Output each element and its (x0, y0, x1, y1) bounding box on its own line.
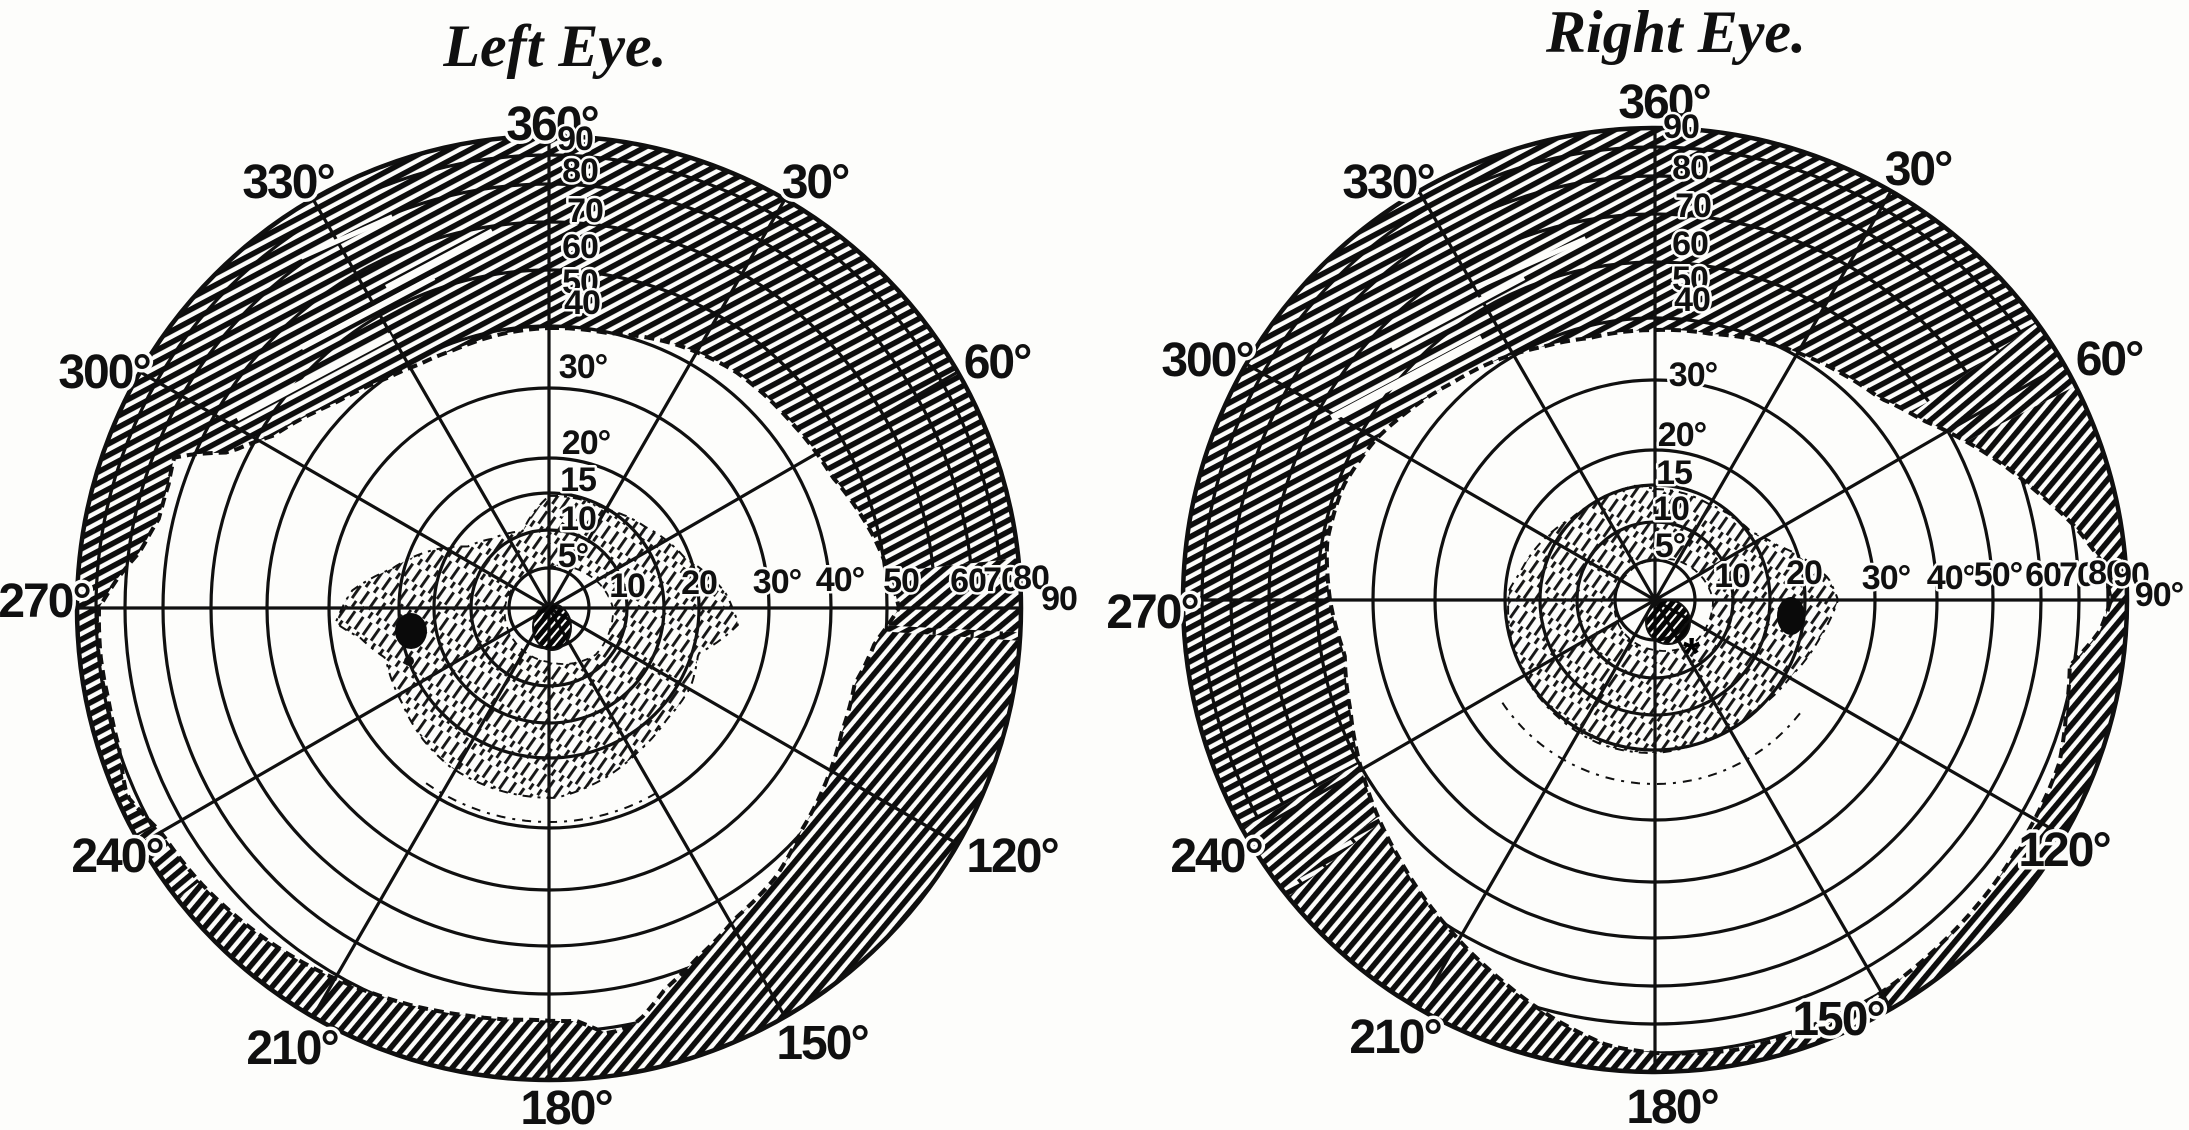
svg-text:240°: 240° (71, 830, 163, 883)
svg-text:330°: 330° (242, 156, 334, 209)
svg-text:20°: 20° (1658, 416, 1707, 454)
svg-text:360°: 360° (1618, 76, 1710, 129)
svg-text:50°: 50° (1974, 556, 2023, 594)
svg-text:270°: 270° (1106, 586, 1198, 639)
svg-text:90°: 90° (2135, 576, 2184, 614)
svg-text:60: 60 (2025, 556, 2061, 594)
svg-text:30°: 30° (782, 156, 849, 209)
svg-text:60°: 60° (964, 336, 1031, 389)
svg-text:10: 10 (560, 500, 596, 538)
svg-text:120°: 120° (966, 830, 1058, 883)
svg-text:180°: 180° (520, 1082, 612, 1130)
svg-text:150°: 150° (1792, 993, 1884, 1046)
svg-text:40: 40 (564, 284, 600, 322)
svg-text:70: 70 (1675, 187, 1711, 225)
svg-text:Left Eye.: Left Eye. (442, 13, 666, 79)
svg-text:300°: 300° (58, 346, 150, 399)
svg-text:90: 90 (1663, 108, 1699, 146)
svg-text:90: 90 (557, 120, 593, 158)
svg-text:10: 10 (1714, 557, 1750, 595)
svg-text:90: 90 (2113, 556, 2149, 594)
svg-text:40°: 40° (1927, 559, 1976, 597)
svg-text:5°: 5° (558, 537, 589, 575)
svg-text:80: 80 (2088, 554, 2124, 592)
svg-text:20: 20 (681, 564, 717, 602)
svg-text:70: 70 (983, 561, 1019, 599)
svg-text:40: 40 (1674, 281, 1710, 319)
svg-text:15: 15 (1656, 454, 1692, 492)
svg-text:80: 80 (1672, 149, 1708, 187)
svg-text:240°: 240° (1170, 830, 1262, 883)
svg-text:50: 50 (883, 562, 919, 600)
svg-text:30°: 30° (1862, 559, 1911, 597)
svg-text:60: 60 (950, 562, 986, 600)
svg-text:20: 20 (1786, 554, 1822, 592)
svg-text:330°: 330° (1342, 156, 1434, 209)
svg-text:70: 70 (567, 192, 603, 230)
svg-text:210°: 210° (246, 1022, 338, 1075)
svg-text:30°: 30° (559, 348, 608, 386)
svg-text:80: 80 (1013, 559, 1049, 597)
svg-text:60: 60 (562, 228, 598, 266)
svg-text:60°: 60° (2076, 333, 2143, 386)
svg-text:270°: 270° (0, 575, 90, 628)
svg-text:60: 60 (1672, 225, 1708, 263)
svg-text:Right Eye.: Right Eye. (1545, 0, 1806, 65)
svg-text:10: 10 (609, 567, 645, 605)
svg-text:30°: 30° (1885, 143, 1952, 196)
svg-text:5°: 5° (1655, 527, 1686, 565)
svg-text:210°: 210° (1349, 1011, 1441, 1064)
svg-text:30°: 30° (1669, 356, 1718, 394)
svg-text:30°: 30° (753, 563, 802, 601)
svg-text:10: 10 (1653, 490, 1689, 528)
svg-text:90: 90 (1041, 580, 1077, 618)
svg-text:300°: 300° (1161, 334, 1253, 387)
svg-text:*: * (1683, 629, 1701, 678)
svg-text:120°: 120° (2018, 824, 2110, 877)
svg-text:150°: 150° (776, 1017, 868, 1070)
svg-text:50: 50 (1672, 260, 1708, 298)
svg-text:180°: 180° (1626, 1081, 1718, 1130)
svg-text:40°: 40° (816, 561, 865, 599)
svg-text:70: 70 (2059, 556, 2095, 594)
svg-text:50: 50 (562, 263, 598, 301)
svg-text:80: 80 (562, 152, 598, 190)
svg-text:360°: 360° (506, 98, 598, 151)
svg-text:15: 15 (560, 461, 596, 499)
svg-text:20°: 20° (562, 424, 611, 462)
